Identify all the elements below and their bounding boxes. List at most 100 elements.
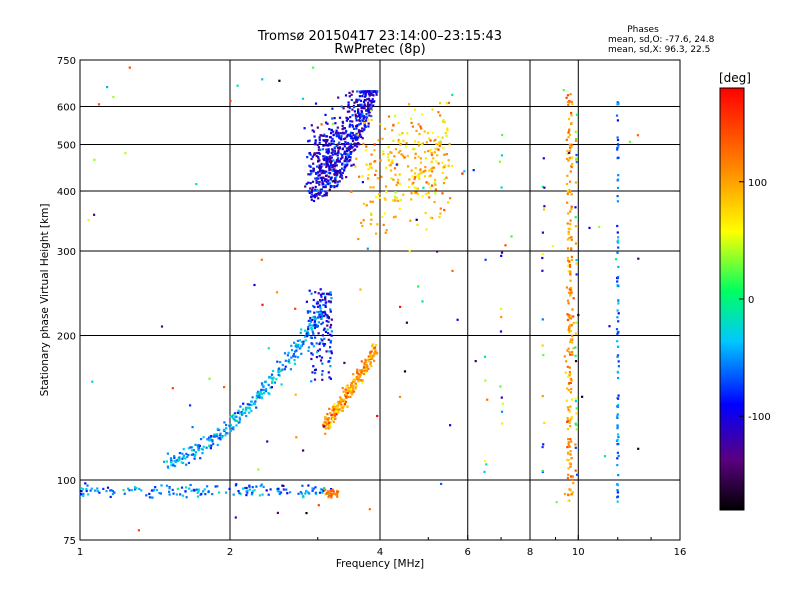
- data-point: [575, 137, 578, 141]
- data-point: [370, 93, 373, 96]
- data-point: [357, 115, 360, 118]
- data-point: [284, 359, 287, 362]
- data-point: [293, 359, 296, 362]
- data-point: [345, 394, 349, 397]
- data-point: [313, 196, 317, 199]
- data-point: [304, 335, 307, 338]
- data-point: [264, 390, 268, 393]
- data-point: [569, 340, 572, 344]
- data-point: [281, 368, 284, 371]
- data-point: [326, 156, 329, 159]
- data-point: [265, 489, 268, 492]
- data-point: [328, 128, 331, 131]
- data-point: [344, 150, 347, 153]
- data-point: [235, 483, 238, 486]
- data-point: [325, 148, 328, 151]
- data-point: [370, 118, 373, 121]
- data-point: [345, 142, 348, 145]
- data-point: [329, 308, 332, 311]
- data-point: [408, 178, 411, 181]
- data-point: [290, 349, 294, 352]
- data-point: [566, 149, 569, 152]
- data-point: [321, 378, 324, 381]
- data-point: [616, 491, 620, 494]
- data-point: [571, 156, 574, 159]
- grid-lines: [80, 60, 680, 540]
- data-point: [265, 388, 268, 391]
- data-point: [616, 148, 619, 151]
- data-point: [328, 160, 331, 163]
- data-point: [281, 484, 284, 487]
- data-point: [345, 129, 348, 133]
- data-point: [356, 145, 359, 148]
- data-point: [392, 216, 396, 219]
- data-point: [564, 371, 567, 374]
- data-point: [569, 287, 572, 290]
- data-point: [221, 435, 224, 438]
- data-point: [348, 91, 351, 94]
- data-point: [442, 146, 445, 149]
- data-point: [362, 128, 365, 131]
- data-point: [279, 370, 282, 373]
- data-point: [410, 192, 413, 195]
- data-point: [393, 167, 397, 170]
- data-point: [325, 350, 328, 353]
- data-point: [541, 446, 544, 449]
- data-point: [337, 400, 340, 403]
- data-point: [346, 133, 349, 136]
- data-point: [241, 487, 245, 490]
- data-point: [566, 238, 569, 241]
- data-point: [379, 159, 382, 162]
- data-point: [198, 444, 201, 447]
- data-point: [419, 168, 422, 171]
- data-point: [616, 405, 620, 408]
- data-point: [168, 486, 171, 489]
- data-point: [329, 333, 332, 336]
- data-point: [323, 193, 326, 197]
- data-point: [209, 437, 212, 440]
- data-point: [349, 116, 352, 119]
- data-point: [616, 332, 619, 335]
- data-point: [340, 405, 343, 408]
- data-point: [258, 392, 261, 395]
- data-point: [616, 433, 620, 436]
- data-point: [577, 313, 580, 317]
- data-point: [332, 420, 335, 423]
- data-point: [85, 488, 88, 491]
- data-point: [332, 130, 335, 133]
- data-point: [336, 491, 339, 494]
- data-point: [617, 320, 620, 323]
- data-point: [321, 180, 324, 183]
- data-point: [343, 152, 346, 155]
- data-point: [445, 176, 448, 179]
- data-point: [409, 219, 412, 222]
- data-point: [277, 487, 280, 490]
- data-point: [314, 318, 317, 321]
- data-point: [355, 127, 358, 130]
- data-point: [369, 93, 372, 96]
- data-point: [315, 155, 318, 158]
- data-point: [387, 115, 391, 118]
- data-point: [194, 443, 197, 446]
- data-point: [190, 453, 193, 456]
- data-point: [312, 162, 315, 165]
- data-point: [333, 408, 336, 411]
- data-point: [310, 198, 313, 201]
- data-point: [343, 361, 346, 364]
- data-point: [315, 179, 318, 182]
- data-point: [448, 142, 451, 146]
- data-point: [566, 299, 570, 302]
- data-point: [361, 181, 364, 184]
- data-point: [616, 101, 619, 104]
- data-point: [341, 148, 344, 151]
- data-point: [210, 444, 213, 447]
- data-point: [307, 328, 310, 331]
- data-point: [568, 151, 571, 154]
- data-point: [327, 417, 330, 420]
- data-point: [306, 330, 309, 333]
- data-point: [370, 212, 373, 215]
- data-point: [347, 101, 350, 104]
- data-point: [298, 339, 301, 342]
- data-point: [326, 324, 329, 327]
- data-point: [387, 153, 390, 156]
